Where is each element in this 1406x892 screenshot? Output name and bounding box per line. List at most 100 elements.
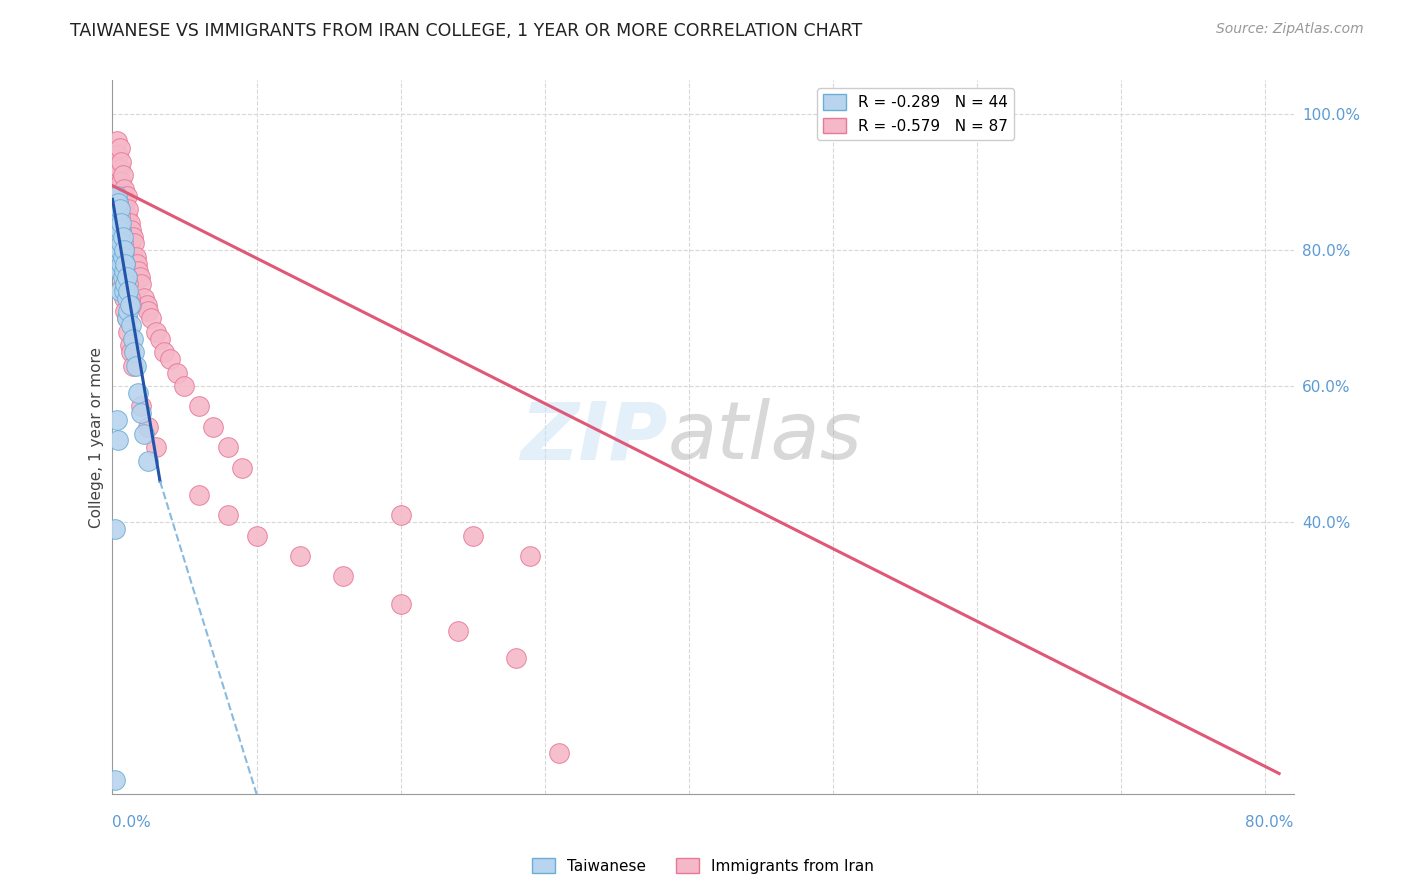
Point	[105, 413, 128, 427]
Text: ZIP: ZIP	[520, 398, 668, 476]
Point	[117, 284, 139, 298]
Point	[115, 189, 138, 203]
Point	[114, 216, 136, 230]
Point	[111, 236, 134, 251]
Point	[112, 182, 135, 196]
Point	[108, 161, 131, 176]
Point	[145, 440, 167, 454]
Point	[138, 304, 160, 318]
Point	[107, 257, 129, 271]
Point	[118, 236, 141, 251]
Point	[134, 426, 156, 441]
Point	[112, 263, 135, 277]
Point	[112, 243, 135, 257]
Point	[231, 460, 253, 475]
Point	[110, 257, 132, 271]
Point	[110, 175, 132, 189]
Point	[108, 209, 131, 223]
Point	[145, 325, 167, 339]
Point	[111, 209, 134, 223]
Point	[105, 250, 128, 264]
Point	[111, 169, 134, 183]
Point	[134, 291, 156, 305]
Point	[112, 223, 135, 237]
Text: 0.0%: 0.0%	[112, 815, 152, 830]
Point	[389, 597, 412, 611]
Point	[122, 345, 145, 359]
Point	[447, 624, 470, 638]
Point	[118, 338, 141, 352]
Point	[107, 434, 129, 448]
Point	[115, 270, 138, 285]
Point	[202, 420, 225, 434]
Point	[114, 257, 136, 271]
Point	[118, 216, 141, 230]
Point	[122, 236, 145, 251]
Point	[332, 569, 354, 583]
Point	[115, 311, 138, 326]
Point	[136, 297, 159, 311]
Point	[153, 345, 176, 359]
Point	[124, 359, 146, 373]
Point	[105, 229, 128, 244]
Point	[114, 236, 136, 251]
Point	[159, 351, 181, 366]
Point	[128, 270, 150, 285]
Point	[389, 508, 412, 523]
Point	[505, 651, 527, 665]
Point	[187, 400, 209, 414]
Point	[104, 223, 127, 237]
Point	[107, 195, 129, 210]
Point	[108, 202, 131, 217]
Point	[117, 304, 139, 318]
Point	[114, 304, 136, 318]
Point	[112, 284, 135, 298]
Point	[108, 243, 131, 257]
Point	[108, 141, 131, 155]
Point	[110, 263, 132, 277]
Point	[173, 379, 195, 393]
Point	[104, 202, 127, 217]
Point	[105, 209, 128, 223]
Point	[120, 345, 142, 359]
Point	[121, 250, 143, 264]
Point	[138, 420, 160, 434]
Point	[245, 528, 267, 542]
Point	[115, 229, 138, 244]
Point	[117, 223, 139, 237]
Point	[114, 195, 136, 210]
Point	[105, 135, 128, 149]
Point	[104, 522, 127, 536]
Legend: Taiwanese, Immigrants from Iran: Taiwanese, Immigrants from Iran	[526, 852, 880, 880]
Point	[138, 454, 160, 468]
Text: atlas: atlas	[668, 398, 862, 476]
Point	[141, 311, 163, 326]
Point	[519, 549, 541, 563]
Point	[117, 325, 139, 339]
Point	[127, 385, 149, 400]
Point	[107, 229, 129, 244]
Point	[111, 229, 134, 244]
Point	[129, 277, 152, 292]
Point	[107, 195, 129, 210]
Point	[115, 209, 138, 223]
Point	[117, 202, 139, 217]
Point	[108, 263, 131, 277]
Point	[187, 488, 209, 502]
Point	[114, 257, 136, 271]
Point	[122, 257, 145, 271]
Point	[121, 229, 143, 244]
Point	[120, 318, 142, 332]
Point	[105, 216, 128, 230]
Point	[110, 216, 132, 230]
Point	[110, 154, 132, 169]
Point	[217, 440, 239, 454]
Point	[107, 236, 129, 251]
Point	[114, 277, 136, 292]
Point	[117, 277, 139, 292]
Point	[108, 284, 131, 298]
Point	[125, 257, 148, 271]
Point	[121, 359, 143, 373]
Point	[121, 332, 143, 346]
Point	[166, 366, 188, 380]
